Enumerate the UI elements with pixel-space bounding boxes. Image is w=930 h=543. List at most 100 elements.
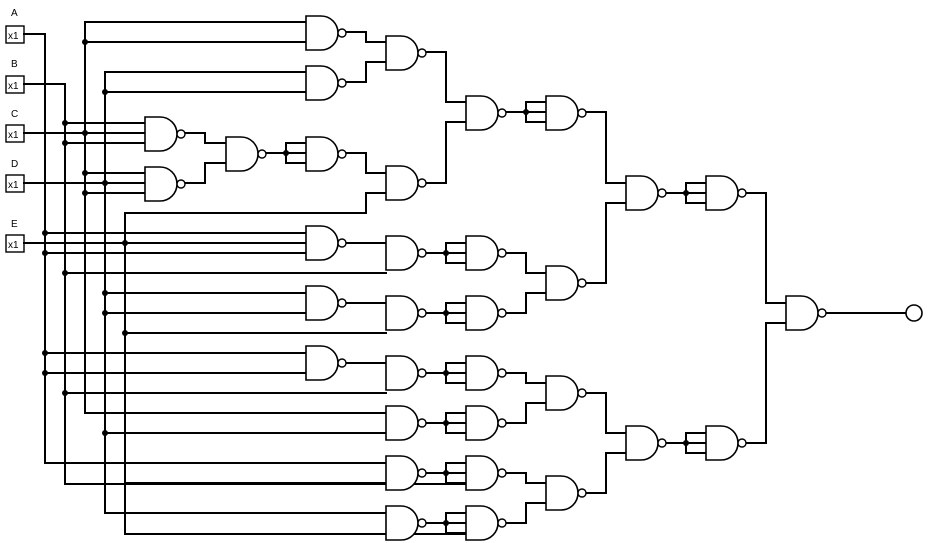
nand-gate-body	[545, 375, 579, 411]
nand-gate-31[interactable]	[625, 425, 667, 461]
nand-gate-bubble	[497, 248, 507, 258]
input-b-box-label: x1	[8, 81, 19, 92]
input-b: B x1	[5, 59, 25, 94]
nand-gate-body	[625, 175, 659, 211]
nand-gate-body	[465, 355, 499, 391]
input-a-label: A	[11, 8, 18, 19]
nand-gate-bubble	[417, 518, 427, 528]
nand-gate-bubble	[417, 248, 427, 258]
nand-gate-body	[625, 425, 659, 461]
nand-gate-body	[385, 405, 419, 441]
nand-gate-6[interactable]	[305, 136, 347, 172]
nand-gate-9[interactable]	[465, 95, 507, 131]
input-c-label: C	[11, 109, 18, 120]
nand-gate-body	[385, 35, 419, 71]
nand-gate-bubble	[577, 108, 587, 118]
nand-gate-body	[305, 225, 339, 261]
nand-gate-body	[385, 235, 419, 271]
nand-gate-bubble	[497, 108, 507, 118]
input-e: E x1	[5, 219, 25, 253]
nand-gate-27[interactable]	[465, 455, 507, 491]
nand-gate-body	[385, 295, 419, 331]
nand-gate-8[interactable]	[385, 165, 427, 201]
nand-gate-body	[705, 175, 739, 211]
nand-gate-bubble	[577, 278, 587, 288]
nand-gate-4[interactable]	[144, 166, 186, 202]
input-e-label: E	[11, 219, 18, 230]
nand-gate-body	[545, 265, 579, 301]
nand-gate-21[interactable]	[385, 355, 427, 391]
nand-gate-body	[465, 505, 499, 541]
nand-gate-bubble	[417, 418, 427, 428]
nand-gate-1[interactable]	[305, 15, 347, 51]
nand-gate-2[interactable]	[305, 65, 347, 101]
nand-gate-body	[385, 355, 419, 391]
input-c-box-label: x1	[8, 130, 19, 141]
nand-gate-body	[545, 95, 579, 131]
nand-gate-bubble	[337, 298, 347, 308]
nand-gate-bubble	[417, 48, 427, 58]
nand-gate-bubble	[657, 188, 667, 198]
nand-gate-bubble	[417, 178, 427, 188]
nand-gate-20[interactable]	[305, 345, 347, 381]
nand-gate-30[interactable]	[545, 475, 587, 511]
nand-gate-body	[465, 95, 499, 131]
nand-gate-bubble	[577, 388, 587, 398]
wires	[23, 21, 907, 535]
nand-gate-body	[465, 295, 499, 331]
nand-gate-5[interactable]	[225, 136, 267, 172]
nand-gate-17[interactable]	[385, 295, 427, 331]
nand-gate-bubble	[337, 78, 347, 88]
output-terminal[interactable]	[905, 304, 923, 322]
nand-gate-15[interactable]	[465, 235, 507, 271]
nand-gate-bubble	[337, 149, 347, 159]
nand-gate-body	[385, 165, 419, 201]
nand-gate-body	[144, 166, 178, 202]
nand-gate-26[interactable]	[385, 455, 427, 491]
nand-gate-bubble	[417, 368, 427, 378]
nand-gate-32[interactable]	[705, 425, 747, 461]
input-a-box-label: x1	[8, 31, 19, 42]
nand-gate-14[interactable]	[385, 235, 427, 271]
nand-gate-body	[305, 136, 339, 172]
input-d: D x1	[5, 159, 25, 193]
nand-gate-18[interactable]	[465, 295, 507, 331]
nand-gate-22[interactable]	[465, 355, 507, 391]
nand-gate-23[interactable]	[385, 405, 427, 441]
nand-gate-body	[385, 455, 419, 491]
nand-gate-body	[144, 116, 178, 152]
nand-gate-25[interactable]	[545, 375, 587, 411]
nand-gate-body	[705, 425, 739, 461]
nand-gate-16[interactable]	[305, 285, 347, 321]
nand-gate-bubble	[497, 418, 507, 428]
nand-gate-bubble	[497, 468, 507, 478]
junctions	[42, 39, 689, 526]
nand-gate-body	[225, 136, 259, 172]
nand-gate-body	[465, 405, 499, 441]
nand-gate-28[interactable]	[385, 505, 427, 541]
nand-gate-10[interactable]	[545, 95, 587, 131]
nand-gate-bubble	[417, 468, 427, 478]
nand-gate-33[interactable]	[785, 295, 827, 331]
nand-gate-bubble	[577, 488, 587, 498]
nand-gate-13[interactable]	[305, 225, 347, 261]
nand-gate-12[interactable]	[705, 175, 747, 211]
nand-gate-bubble	[337, 238, 347, 248]
nand-gate-body	[465, 235, 499, 271]
nand-gate-24[interactable]	[465, 405, 507, 441]
nand-gate-bubble	[737, 188, 747, 198]
input-c: C x1	[5, 109, 25, 143]
nand-gate-bubble	[497, 308, 507, 318]
nand-gate-7[interactable]	[385, 35, 427, 71]
nand-gate-bubble	[257, 149, 267, 159]
input-e-box-label: x1	[8, 240, 19, 251]
input-b-label: B	[11, 59, 18, 70]
nand-gate-19[interactable]	[545, 265, 587, 301]
nand-gate-bubble	[176, 129, 186, 139]
nand-gate-bubble	[337, 28, 347, 38]
nand-gate-3[interactable]	[144, 116, 186, 152]
nand-gate-29[interactable]	[465, 505, 507, 541]
nand-gate-11[interactable]	[625, 175, 667, 211]
nand-gate-bubble	[337, 358, 347, 368]
